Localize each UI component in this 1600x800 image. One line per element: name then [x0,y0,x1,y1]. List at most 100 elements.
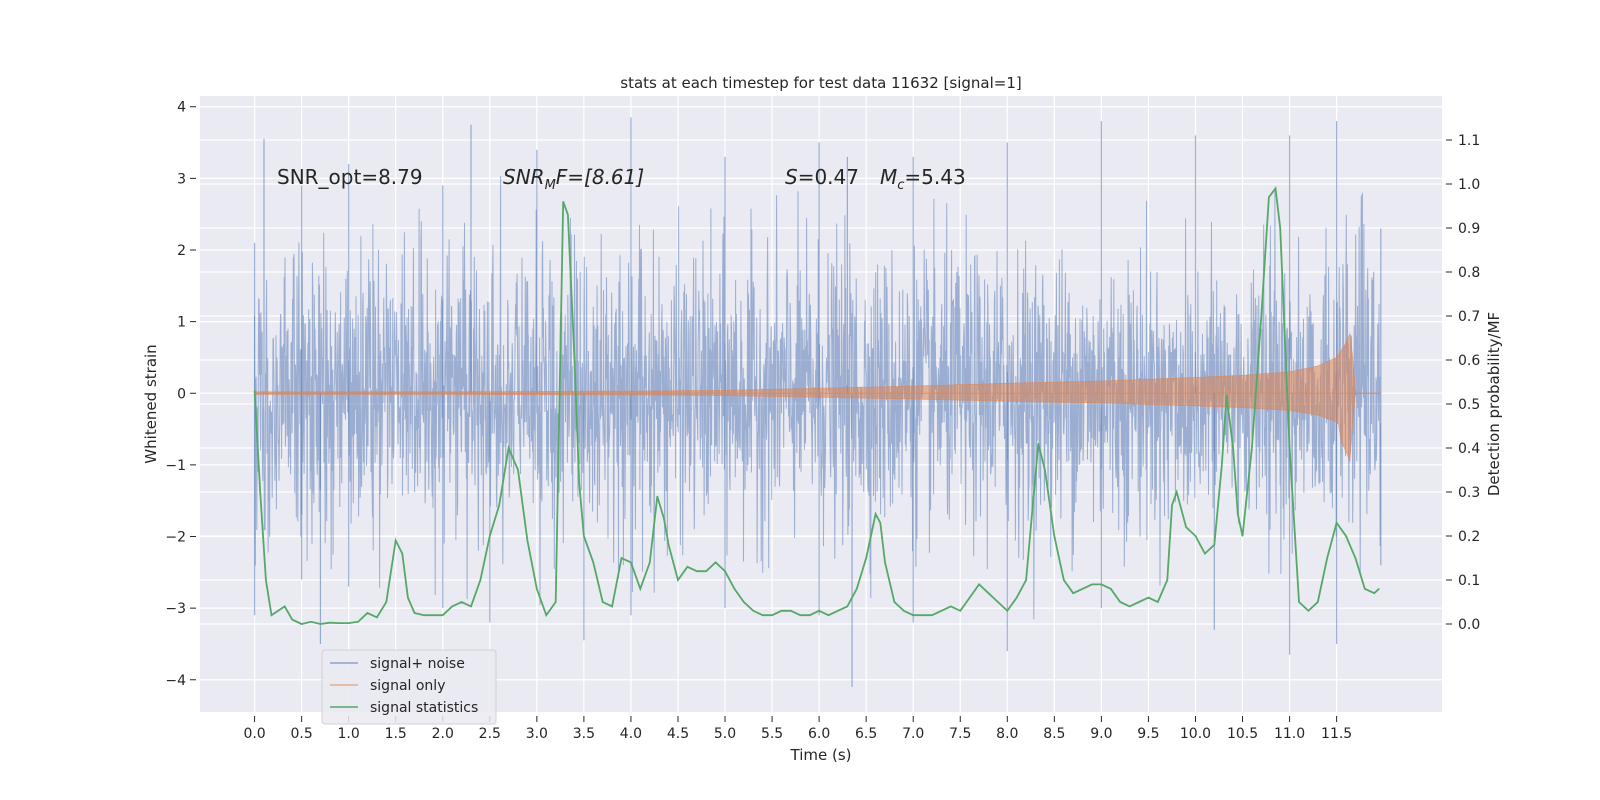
signal-statistics-point [376,616,378,619]
signal-statistics-point [357,621,359,623]
signal-statistics-point [969,597,971,599]
signal-statistics-point [413,612,416,614]
signal-statistics-point [1260,315,1262,317]
signal-statistics-point [432,614,434,616]
signal-statistics-point [401,553,403,555]
signal-statistics-point [874,513,877,515]
signal-statistics-point [1037,443,1039,445]
signal-statistics-point [733,588,736,590]
signal-statistics-point [677,579,679,581]
signal-statistics-point [1194,535,1197,537]
annotation-snr-mf-subscript: M [545,178,556,193]
y-right-tick-label: 1.0 [1458,177,1480,193]
signal-statistics-point [1373,592,1375,594]
y-right-axis-ticks: 0.0 0.1 0.2 0.3 0.4 0.5 0.6 0.7 0.8 0.9 1.0 1.1 [1446,133,1480,633]
signal-statistics-point [856,588,858,590]
signal-statistics-point [1081,588,1084,590]
signal-statistics-point [663,517,665,520]
annotation-snr-opt: SNR_opt=8.79 [277,165,423,189]
y-left-tick-label: 1 [177,315,186,331]
signal-statistics-point [338,622,340,624]
signal-statistics-point [837,610,839,612]
signal-statistics-point [1345,535,1347,537]
x-tick-label: 11.5 [1321,726,1352,742]
signal-statistics-point [423,614,425,616]
signal-statistics-point [592,561,594,564]
x-tick-label: 1.5 [385,726,407,742]
signal-statistics-point [578,482,580,484]
signal-statistics-point [827,614,830,616]
y-right-tick-label: 0.5 [1458,397,1480,413]
x-tick-label: 4.5 [667,726,689,742]
annotation-snr-mf-value: F=[8.61] [556,165,644,189]
x-tick-label: 8.0 [996,726,1018,742]
signal-statistics-point [270,614,273,616]
signal-statistics-point [1298,601,1300,603]
signal-statistics-point [253,390,256,392]
legend-label-signal-only: signal only [370,678,445,694]
signal-statistics-point [903,610,905,612]
signal-statistics-point [1274,187,1277,189]
signal-statistics-point [277,610,279,612]
x-tick-label: 10.5 [1227,726,1258,742]
signal-statistics-point [715,561,717,564]
legend-label-signal-noise: signal+ noise [370,656,465,672]
annotation-snr-mf-label: SNR [503,165,545,189]
y-right-tick-label: 0.4 [1458,441,1480,457]
signal-statistics-point [790,610,792,612]
signal-statistics-point [265,579,267,581]
signal-statistics-point [1237,513,1239,515]
x-tick-label: 2.5 [479,726,501,742]
signal-statistics-point [1199,544,1201,546]
signal-statistics-point [1241,535,1244,537]
signal-statistics-point [259,491,261,493]
signal-statistics-point [931,614,933,616]
signal-statistics-point [498,504,500,506]
y-right-tick-label: 0.2 [1458,529,1480,545]
signal-statistics-point [1138,601,1140,603]
signal-statistics-point [1063,579,1065,581]
signal-statistics-series [253,186,1380,625]
signal-statistics-point [997,601,999,603]
signal-statistics-point [1232,447,1234,449]
signal-statistics-point [771,614,773,616]
legend: signal+ noise signal only signal statist… [321,649,497,725]
y-right-tick-label: 0.3 [1458,485,1480,501]
signal-statistics-point [291,619,293,621]
signal-statistics-point [1326,557,1328,559]
signal-statistics-point [846,605,848,608]
y-left-tick-label: 3 [177,171,186,187]
signal-statistics-point [912,614,914,616]
signal-statistics-point [1213,544,1215,546]
x-axis-label: Time (s) [790,746,852,764]
annotation-s: S=0.47 [785,165,859,189]
signal-statistics-point [1072,592,1074,594]
annotation-mc-subscript: c [897,178,904,193]
x-tick-label: 7.0 [902,726,924,742]
signal-statistics-point [489,535,491,537]
signal-statistics-point [922,614,924,616]
signal-statistics-point [508,447,510,449]
x-tick-label: 0.5 [290,726,312,742]
annotation-s-value: =0.47 [798,165,859,189]
signal-statistics-point [639,588,641,590]
signal-statistics-point [1364,588,1366,590]
signal-statistics-point [879,522,881,524]
annotation-mc-value: =5.43 [904,165,965,189]
signal-statistics-point [1268,196,1270,198]
signal-statistics-point [348,622,350,624]
signal-statistics-point [1166,579,1168,581]
y-right-tick-label: 0.9 [1458,221,1480,237]
signal-statistics-point [310,621,312,623]
x-tick-label: 3.5 [573,726,595,742]
signal-noise-series [253,117,1382,687]
signal-statistics-point [686,566,688,568]
signal-only-series [254,332,1381,462]
x-axis-ticks: 0.0 0.5 1.0 1.5 2.0 2.5 3.0 3.5 4.0 4.5 5.0 5.5 6.0 6… [243,716,1352,742]
y-left-tick-label: 2 [177,243,186,259]
signal-statistics-point [630,561,632,564]
y-right-tick-label: 1.1 [1458,133,1480,149]
signal-statistics-point [1171,504,1173,506]
signal-statistics-point [762,614,764,616]
legend-box [321,649,497,725]
